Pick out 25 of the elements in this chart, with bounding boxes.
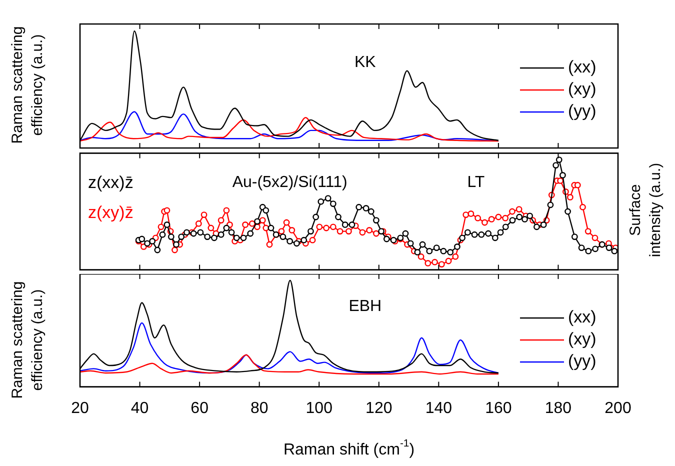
legend-label: (yy): [568, 352, 596, 371]
legend-label: (xy): [568, 80, 596, 99]
x-tick-label: 160: [485, 400, 512, 417]
legend-label: z(xx)z̄: [88, 172, 134, 192]
annotation: EBH: [348, 298, 382, 316]
legend-label: (xx): [568, 308, 596, 327]
x-tick-label: 100: [306, 400, 333, 417]
annotation: KK: [354, 54, 376, 71]
x-tick-label: 120: [366, 400, 392, 417]
legend-label: (xx): [568, 58, 596, 77]
series-label: z(xy)z̄: [88, 202, 134, 222]
x-tick-label: 200: [604, 400, 632, 417]
y-axis-title: Raman scattering efficiency (a.u.): [9, 26, 46, 144]
annotation: LT: [467, 174, 485, 191]
x-tick-label: 60: [190, 400, 209, 417]
x-tick-label: 80: [250, 400, 268, 417]
legend-label: (yy): [568, 102, 596, 121]
legend-label: (xy): [568, 330, 596, 349]
annotation: Au-(5x2)/Si(111): [232, 174, 348, 191]
x-tick-label: 20: [71, 400, 89, 417]
x-tick-label: 40: [130, 400, 149, 417]
x-tick-label: 180: [544, 400, 572, 417]
x-tick-label: 140: [425, 400, 452, 417]
y-axis-title: Raman scattering efficiency (a.u.): [9, 281, 46, 399]
y-axis-title: Surface intensity (a.u.): [627, 162, 664, 258]
